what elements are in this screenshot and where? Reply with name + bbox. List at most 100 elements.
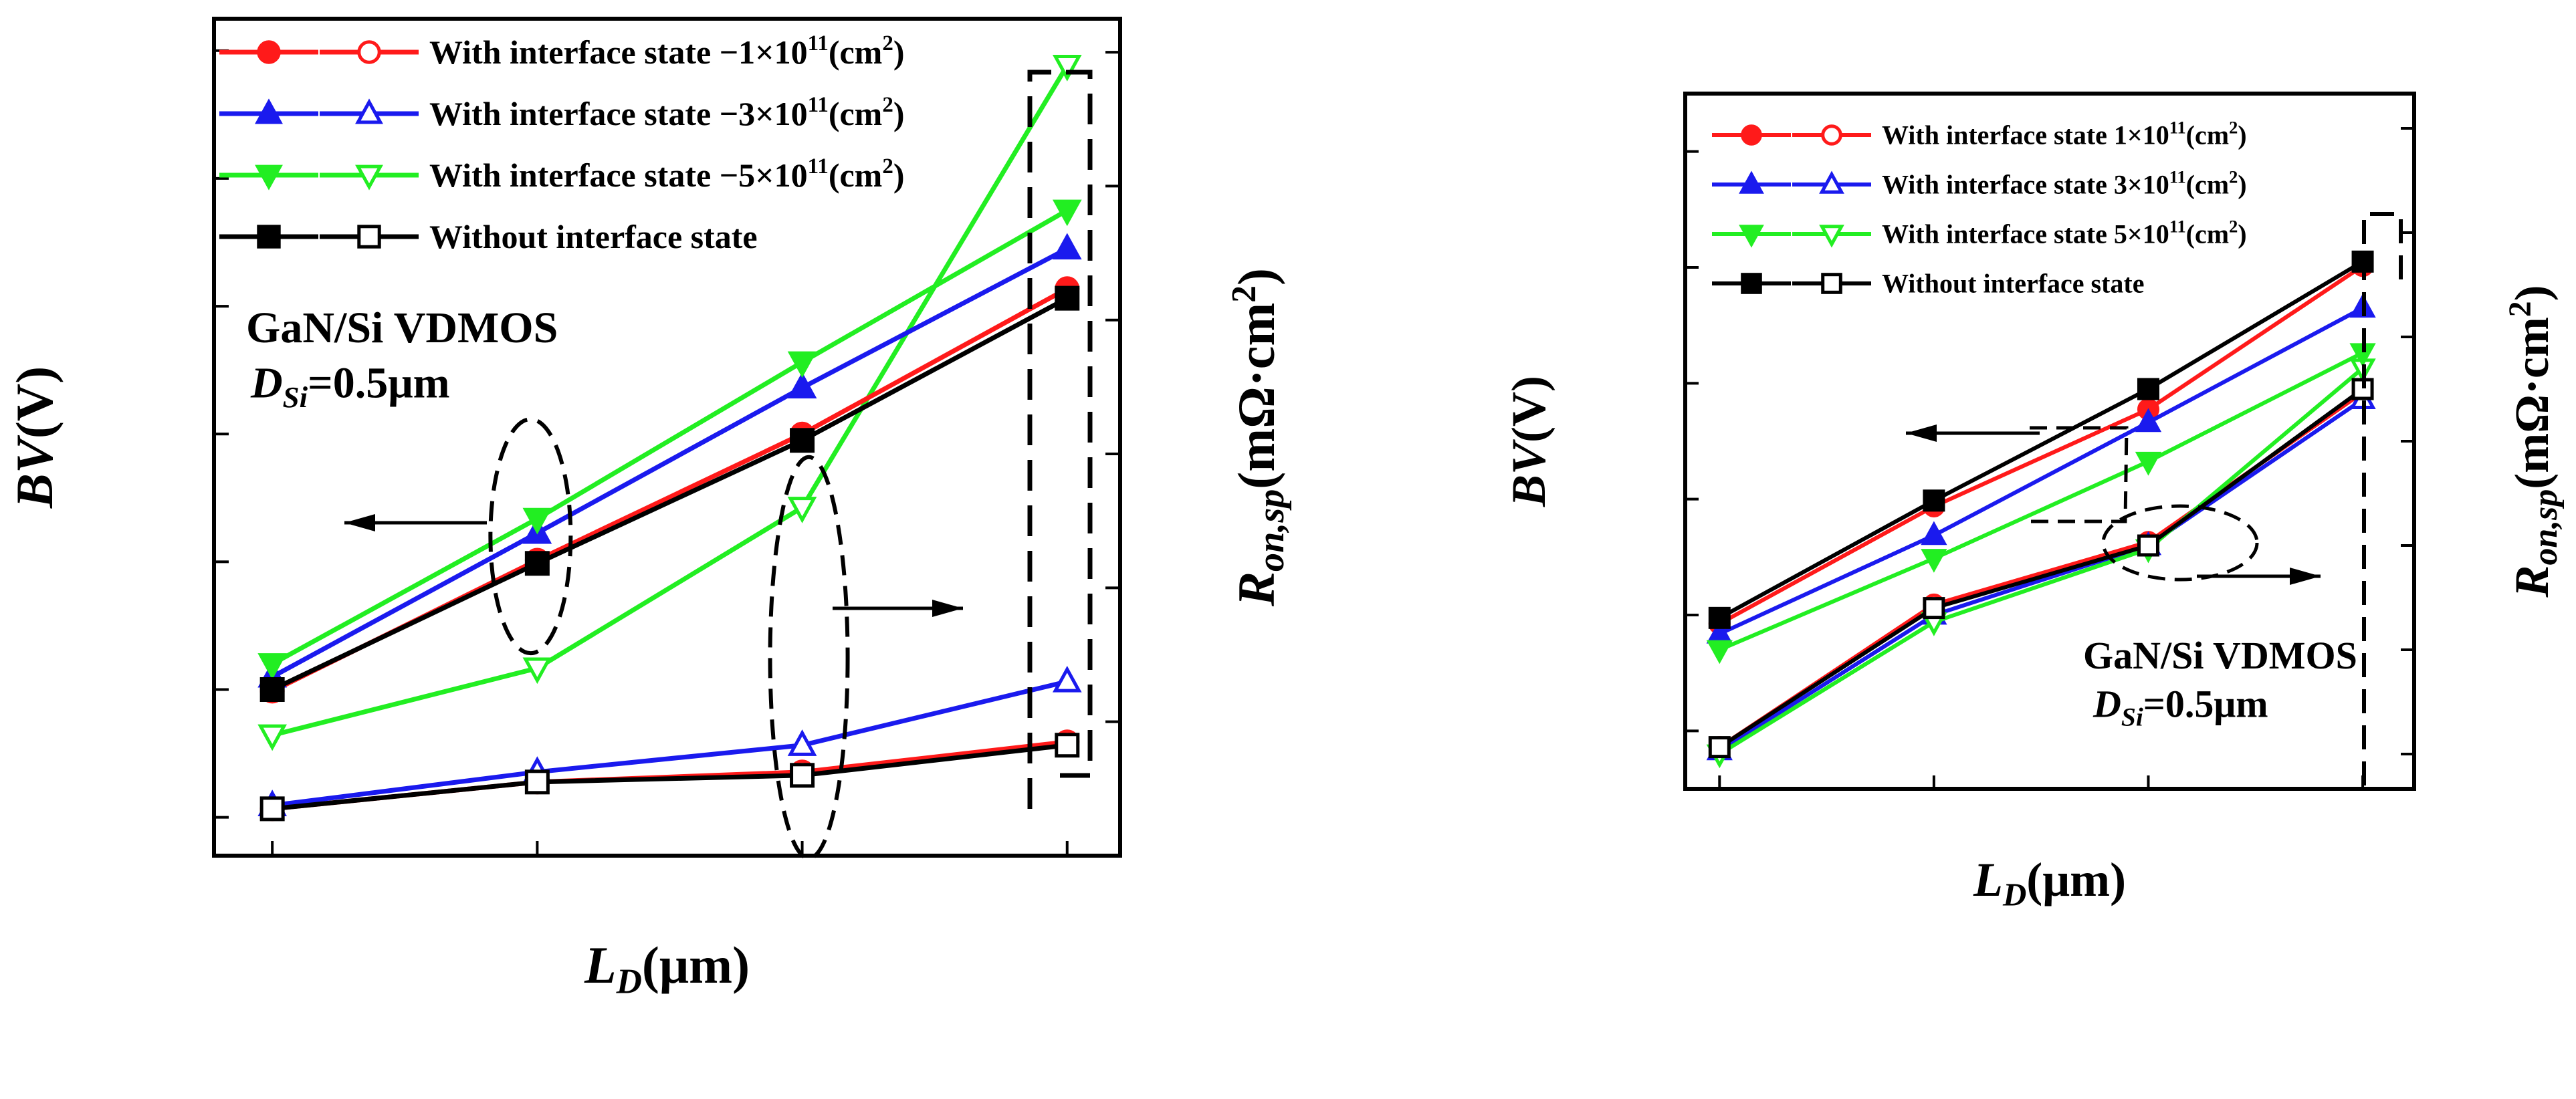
plot-frame <box>212 17 1122 858</box>
annotation-dsi: DSi=0.5μm <box>250 359 450 414</box>
panel-a: LD(μm) BV(V) Ron,sp(mΩ·cm2) With interface … <box>5 17 1292 1001</box>
arrow-left-bv <box>344 514 487 531</box>
legend-marker-filled <box>1741 273 1762 294</box>
legend-marker-filled <box>255 164 283 191</box>
data-point <box>522 657 552 685</box>
legend-label: With interface state 1×1011(cm2) <box>1882 118 2247 150</box>
data-point <box>1923 489 1945 512</box>
legend-entry: With interface state −1×1011(cm2) <box>219 31 905 71</box>
dashed-bracket <box>1027 70 1093 809</box>
legend-marker-open <box>1819 170 1844 194</box>
legend-marker-open <box>1819 225 1844 248</box>
series-line <box>1718 259 2364 620</box>
data-point <box>524 769 550 795</box>
legend-marker-open <box>355 164 383 191</box>
x-axis-label: LD(μm) <box>1973 853 2126 912</box>
data-point <box>2135 408 2162 433</box>
legend-marker-open <box>1821 273 1842 294</box>
legend-marker-filled <box>257 225 281 249</box>
legend-label: With interface state −1×1011(cm2) <box>429 31 905 71</box>
series-line <box>1718 264 2364 626</box>
legend-label: With interface state −3×1011(cm2) <box>429 93 905 132</box>
data-point <box>1708 606 1731 629</box>
series-ron-5e11 <box>1706 358 2376 769</box>
annotation-dsi: DSi=0.5μm <box>2092 683 2268 732</box>
data-point <box>1055 733 1080 758</box>
data-point <box>787 351 817 378</box>
legend-entry: With interface state −5×1011(cm2) <box>219 154 905 194</box>
series-line <box>271 246 1069 679</box>
legend-entry: With interface state 5×1011(cm2) <box>1712 217 2247 249</box>
legend-entry: With interface state −3×1011(cm2) <box>219 93 905 132</box>
legend-entry: Without interface state <box>219 218 758 255</box>
legend-marker-open <box>357 40 381 64</box>
series-ron-3e11 <box>257 665 1082 816</box>
legend-marker-open <box>1821 124 1842 146</box>
dashed-ellipse-ron <box>768 455 850 860</box>
legend-marker-filled <box>255 98 283 124</box>
series-bv-5e11 <box>1706 343 2376 664</box>
legend-label: With interface state 5×1011(cm2) <box>1882 217 2247 249</box>
data-point <box>524 551 550 576</box>
data-point <box>1921 521 1947 545</box>
series-line <box>1719 306 2364 636</box>
data-point <box>1708 736 1731 759</box>
series-line <box>271 208 1069 666</box>
series-line <box>1718 366 2364 756</box>
data-point <box>257 653 287 680</box>
x-axis-label: LD(μm) <box>584 936 750 1001</box>
y-left-axis-label: BV(V) <box>1502 376 1555 507</box>
series-line <box>272 679 1068 808</box>
legend-entry: With interface state 3×1011(cm2) <box>1712 167 2247 200</box>
data-point <box>787 497 817 523</box>
annotation-device: GaN/Si VDMOS <box>2083 634 2357 677</box>
series-line <box>1719 351 2364 652</box>
legend-marker-filled <box>1741 124 1762 146</box>
data-point <box>1052 665 1082 693</box>
annotation-device: GaN/Si VDMOS <box>246 303 558 352</box>
data-point <box>1052 55 1082 82</box>
data-point <box>257 724 287 751</box>
series-line <box>1718 398 2364 753</box>
data-point <box>790 428 815 453</box>
data-point <box>787 372 817 399</box>
series-bv-without <box>259 285 1080 703</box>
data-point <box>787 729 817 756</box>
series-line <box>271 296 1069 692</box>
series-line <box>272 743 1068 812</box>
arrow-left-bv <box>1906 424 2040 442</box>
data-point <box>2137 378 2159 400</box>
legend-label: With interface state −5×1011(cm2) <box>429 154 905 194</box>
series-bv-without <box>1708 250 2374 629</box>
legend-marker-filled <box>1739 225 1764 248</box>
legend: With interface state 1×1011(cm2) With int… <box>1712 118 2247 299</box>
legend-marker-open <box>357 225 381 249</box>
legend-entry: With interface state 1×1011(cm2) <box>1712 118 2247 150</box>
legend-label: With interface state 3×1011(cm2) <box>1882 167 2247 200</box>
y-left-axis-label: BV(V) <box>5 366 64 509</box>
arrow-right-ron <box>2197 568 2321 585</box>
y-right-axis-label: Ron,sp(mΩ·cm2) <box>1225 268 1292 607</box>
dashed-ellipse-ron <box>2101 504 2259 582</box>
legend-label: Without interface state <box>1882 269 2145 299</box>
legend-entry: Without interface state <box>1712 269 2145 299</box>
data-point <box>1052 199 1082 227</box>
series-ron-without <box>259 733 1080 822</box>
legend-label: Without interface state <box>429 218 758 255</box>
dashed-bracket <box>2362 212 2403 785</box>
series-bv-3e11 <box>1706 293 2376 644</box>
legend: With interface state −1×1011(cm2) With in… <box>219 31 905 255</box>
data-point <box>522 507 552 535</box>
dashed-box-bv <box>2026 426 2129 523</box>
legend-marker-filled <box>1739 170 1764 194</box>
legend-marker-open <box>355 98 383 124</box>
data-point <box>1055 285 1080 311</box>
series-line <box>1718 387 2364 749</box>
series-bv-5e11 <box>257 199 1082 680</box>
data-point <box>1921 549 1947 573</box>
dashed-ellipse-bv <box>488 417 573 656</box>
data-point <box>259 677 285 703</box>
data-point <box>259 796 285 822</box>
data-point <box>2137 534 2159 557</box>
